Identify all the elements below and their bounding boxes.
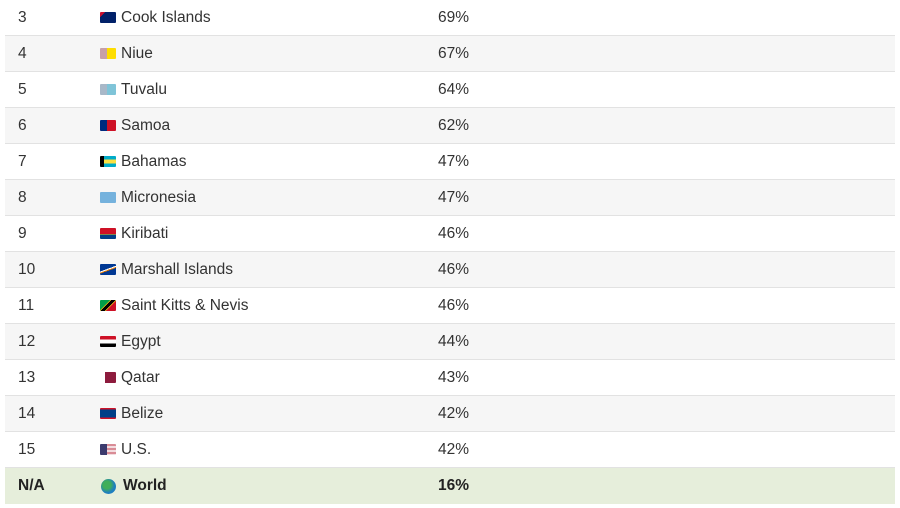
- value-cell: 16%: [438, 477, 470, 494]
- cook-islands-flag-icon: [100, 12, 116, 23]
- value-cell: 43%: [438, 368, 470, 386]
- table-row: 6 Samoa 62%: [5, 108, 895, 144]
- table-row: 4 Niue 67%: [5, 36, 895, 72]
- table-row: 5 Tuvalu 64%: [5, 72, 895, 108]
- table-row: 13 Qatar 43%: [5, 360, 895, 396]
- samoa-flag-icon: [100, 120, 116, 131]
- country-name: Tuvalu: [121, 80, 167, 98]
- table-row: 10 Marshall Islands 46%: [5, 252, 895, 288]
- value-cell: 44%: [438, 332, 470, 350]
- country-cell: Kiribati: [100, 225, 438, 243]
- table-row: 15 U.S. 42%: [5, 432, 895, 468]
- value-cell: 62%: [438, 116, 470, 134]
- egypt-flag-icon: [100, 336, 116, 347]
- country-cell: Saint Kitts & Nevis: [100, 297, 438, 315]
- table-row: 9 Kiribati 46%: [5, 216, 895, 252]
- country-cell: Tuvalu: [100, 81, 438, 99]
- marshall-islands-flag-icon: [100, 264, 116, 275]
- kiribati-flag-icon: [100, 228, 116, 239]
- table-row: 3 Cook Islands 69%: [5, 0, 895, 36]
- rank-cell: 10: [18, 260, 36, 278]
- value-cell: 67%: [438, 44, 470, 62]
- country-cell: Niue: [100, 45, 438, 63]
- rank-cell: 13: [18, 368, 36, 386]
- country-name: Bahamas: [121, 152, 187, 170]
- value-cell: 64%: [438, 80, 470, 98]
- rank-cell: 9: [18, 224, 27, 242]
- value-cell: 69%: [438, 8, 470, 26]
- globe-icon: [101, 478, 116, 494]
- rank-cell: 3: [18, 8, 27, 26]
- rank-cell: 14: [18, 404, 36, 422]
- rank-cell: 7: [18, 152, 27, 170]
- rank-cell: 6: [18, 116, 27, 134]
- country-cell: U.S.: [100, 441, 438, 459]
- country-cell: Marshall Islands: [100, 261, 438, 279]
- country-name: Micronesia: [121, 188, 196, 206]
- value-cell: 42%: [438, 404, 470, 422]
- country-cell: Samoa: [100, 117, 438, 135]
- country-name: Belize: [121, 404, 164, 422]
- country-name: U.S.: [121, 440, 152, 458]
- country-name: Qatar: [121, 368, 160, 386]
- value-cell: 46%: [438, 296, 470, 314]
- country-cell: Cook Islands: [100, 9, 438, 27]
- country-ranking-table: 3 Cook Islands 69% 4 Niue 67% 5 Tuvalu 64%…: [5, 0, 895, 504]
- tuvalu-flag-icon: [100, 84, 116, 95]
- value-cell: 46%: [438, 224, 470, 242]
- rank-cell: 5: [18, 80, 27, 98]
- country-cell: Bahamas: [100, 153, 438, 171]
- country-name: Samoa: [121, 116, 171, 134]
- rank-cell: 12: [18, 332, 36, 350]
- country-cell: Belize: [100, 405, 438, 423]
- world-row: N/A World 16%: [5, 468, 895, 504]
- micronesia-flag-icon: [100, 192, 116, 203]
- rank-cell: 8: [18, 188, 27, 206]
- country-cell: Qatar: [100, 369, 438, 387]
- rank-cell: 15: [18, 440, 36, 458]
- value-cell: 47%: [438, 152, 470, 170]
- country-name: Cook Islands: [121, 8, 211, 26]
- rank-cell: 11: [18, 296, 35, 314]
- rank-cell: 4: [18, 44, 27, 62]
- rank-cell: N/A: [18, 477, 45, 494]
- belize-flag-icon: [100, 408, 116, 419]
- country-name: Niue: [121, 44, 153, 62]
- country-name: Kiribati: [121, 224, 169, 242]
- table-row: 7 Bahamas 47%: [5, 144, 895, 180]
- niue-flag-icon: [100, 48, 116, 59]
- country-name: Marshall Islands: [121, 260, 233, 278]
- country-name: Saint Kitts & Nevis: [121, 296, 249, 314]
- country-cell: Micronesia: [100, 189, 438, 207]
- us-flag-icon: [100, 444, 116, 455]
- bahamas-flag-icon: [100, 156, 116, 167]
- saint-kitts-nevis-flag-icon: [100, 300, 116, 311]
- qatar-flag-icon: [100, 372, 116, 383]
- table-row: 11 Saint Kitts & Nevis 46%: [5, 288, 895, 324]
- country-name: Egypt: [121, 332, 161, 350]
- table-row: 12 Egypt 44%: [5, 324, 895, 360]
- value-cell: 46%: [438, 260, 470, 278]
- value-cell: 47%: [438, 188, 470, 206]
- table-row: 8 Micronesia 47%: [5, 180, 895, 216]
- country-cell: Egypt: [100, 333, 438, 351]
- table-row: 14 Belize 42%: [5, 396, 895, 432]
- value-cell: 42%: [438, 440, 470, 458]
- country-name: World: [123, 477, 167, 494]
- country-cell: World: [100, 477, 438, 495]
